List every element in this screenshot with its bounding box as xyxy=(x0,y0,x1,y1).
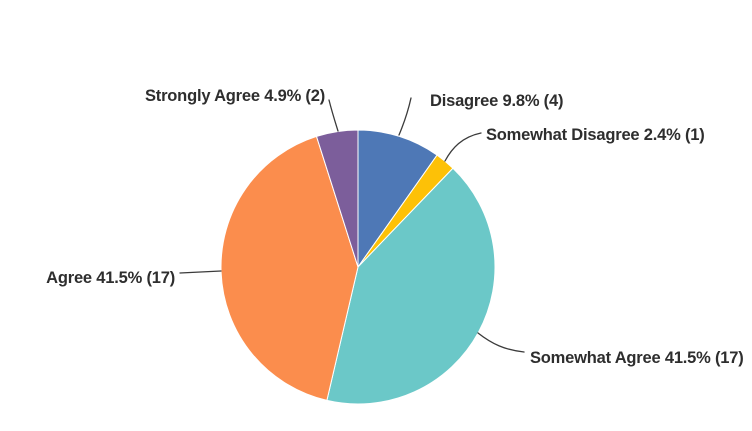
slice-label-somewhat-disagree: Somewhat Disagree 2.4% (1) xyxy=(486,126,705,144)
leader-line-disagree xyxy=(398,97,412,136)
pie-slice-somewhat-agree[interactable] xyxy=(326,167,496,405)
leader-line-somewhat-agree xyxy=(477,332,525,353)
leader-line-strongly-agree xyxy=(328,99,339,132)
pie-slice-disagree[interactable] xyxy=(357,129,438,269)
slice-label-agree: Agree 41.5% (17) xyxy=(46,269,175,287)
leader-line-somewhat-disagree xyxy=(444,132,482,162)
leader-line-agree xyxy=(179,270,222,274)
slice-label-somewhat-agree: Somewhat Agree 41.5% (17) xyxy=(530,349,744,367)
pie-slices-group xyxy=(220,129,496,405)
leader-lines-group xyxy=(179,97,525,353)
pie-slice-strongly-agree[interactable] xyxy=(315,129,359,268)
slice-label-disagree: Disagree 9.8% (4) xyxy=(430,92,564,110)
slice-label-strongly-agree: Strongly Agree 4.9% (2) xyxy=(144,87,325,105)
pie-slice-agree[interactable] xyxy=(220,135,359,402)
